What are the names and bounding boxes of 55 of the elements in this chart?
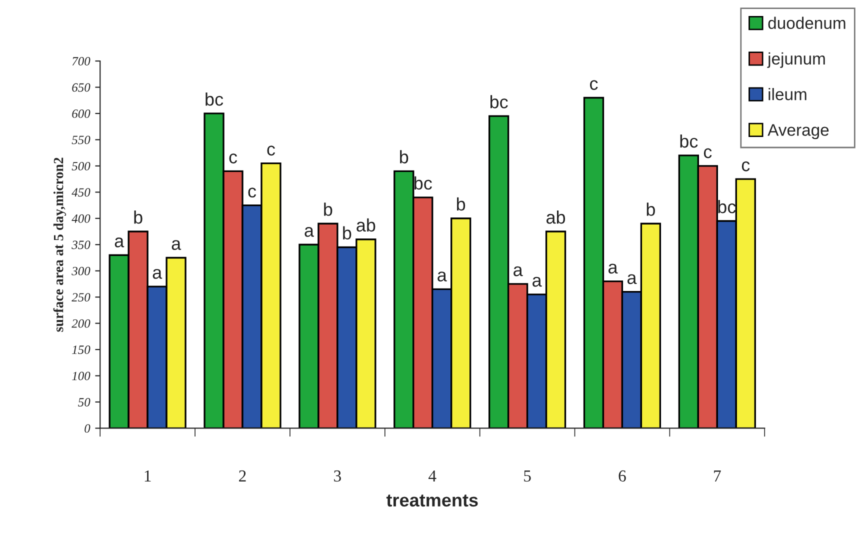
data-label: a xyxy=(114,237,124,248)
data-label: a xyxy=(608,264,618,274)
data-label: c xyxy=(704,148,712,158)
data-label: b xyxy=(456,197,466,211)
x-axis-title: treatments xyxy=(386,494,478,507)
y-tick-label: 200 xyxy=(72,319,90,328)
y-tick-label: 300 xyxy=(72,266,90,276)
data-label: a xyxy=(152,268,162,279)
data-label: bc xyxy=(490,95,508,108)
data-label: b xyxy=(343,226,352,240)
y-tick-label: 100 xyxy=(72,372,90,380)
data-label: a xyxy=(438,272,447,282)
legend-label: Average xyxy=(768,124,829,140)
legend-label: jejunum xyxy=(767,52,825,68)
y-tick-label: 400 xyxy=(72,214,90,223)
data-label: bc xyxy=(414,176,432,190)
data-label: c xyxy=(742,161,750,172)
x-tick-label: 6 xyxy=(618,470,626,482)
data-label: b xyxy=(646,202,655,216)
x-tick-label: 5 xyxy=(524,470,531,482)
x-tick-label: 1 xyxy=(144,470,151,482)
data-label: ab xyxy=(546,210,566,224)
y-tick-label: 500 xyxy=(72,162,90,170)
y-tick-label: 150 xyxy=(72,346,90,354)
x-tick-label: 7 xyxy=(714,470,721,482)
y-tick-label: 600 xyxy=(72,110,90,118)
data-label: b xyxy=(400,150,408,164)
data-label: b xyxy=(134,210,142,224)
data-label: a xyxy=(304,226,314,237)
data-label: bc xyxy=(680,134,698,148)
y-tick-label: 50 xyxy=(78,398,90,406)
data-label: c xyxy=(267,146,276,156)
data-label: c xyxy=(248,188,256,198)
y-tick-label: 550 xyxy=(72,136,90,144)
data-label: c xyxy=(590,80,598,90)
y-tick-label: 250 xyxy=(72,293,90,302)
data-label: b xyxy=(324,202,332,216)
data-label: a xyxy=(514,266,523,276)
y-tick-label: 350 xyxy=(72,240,90,250)
data-label: a xyxy=(172,240,182,250)
x-tick-label: 3 xyxy=(334,470,341,482)
legend-label: ileum xyxy=(768,88,806,100)
y-axis-title: surface area at 5 day,micron2 xyxy=(53,158,66,332)
data-label: bc xyxy=(206,92,224,106)
data-label: a xyxy=(532,276,542,287)
y-tick-label: 450 xyxy=(72,188,90,197)
data-label: c xyxy=(229,154,238,164)
legend-label: duodenum xyxy=(768,16,846,29)
y-tick-label: 700 xyxy=(72,57,90,66)
y-tick-label: 650 xyxy=(72,83,90,92)
data-label: a xyxy=(627,274,637,284)
data-label: ab xyxy=(356,218,376,232)
x-tick-label: 4 xyxy=(428,470,436,482)
y-tick-label: 0 xyxy=(84,424,90,433)
x-tick-label: 2 xyxy=(239,470,246,482)
